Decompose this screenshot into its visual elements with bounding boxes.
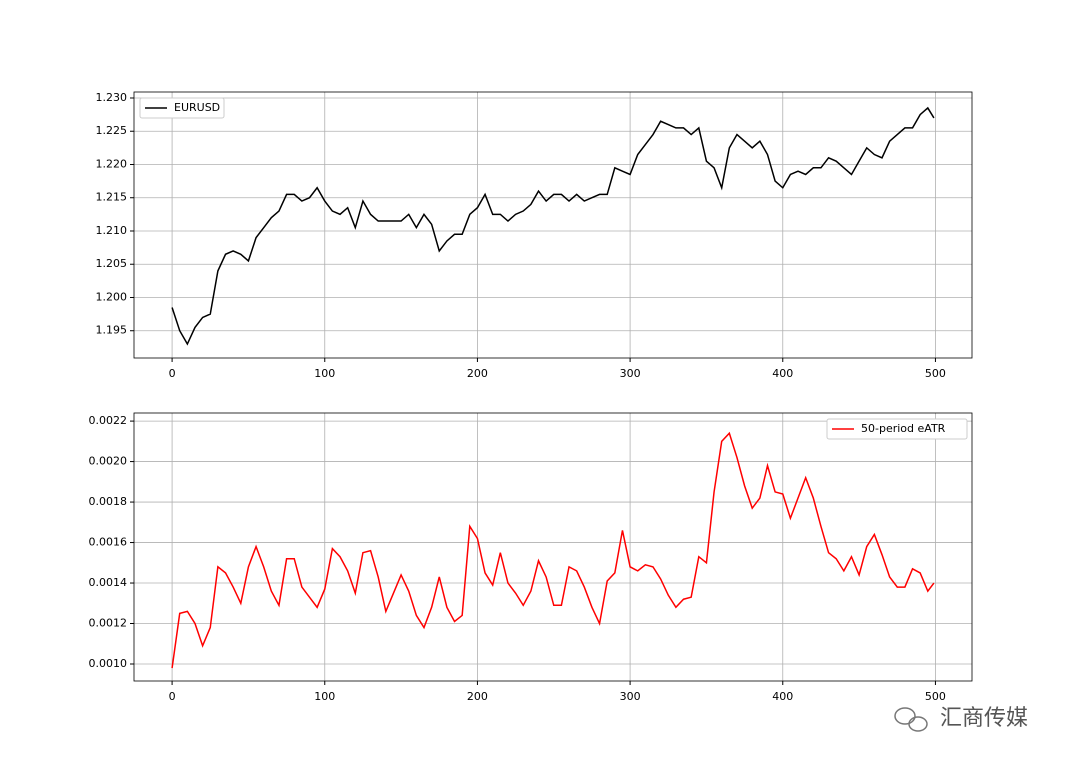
- legend-label: EURUSD: [174, 101, 220, 114]
- y-tick-label: 1.230: [96, 91, 128, 104]
- plot-frame: [133, 91, 973, 359]
- legend-box: [826, 418, 968, 440]
- x-tick-label: 400: [772, 367, 793, 380]
- y-tick-label: 1.225: [96, 124, 128, 137]
- x-tick-label: 300: [620, 367, 641, 380]
- x-tick-label: 200: [467, 690, 488, 703]
- y-tick-label: 0.0020: [89, 455, 128, 468]
- y-tick-label: 1.205: [96, 257, 128, 270]
- line-series: [171, 106, 935, 346]
- legend-label: 50-period eATR: [861, 422, 946, 435]
- x-tick-label: 0: [169, 367, 176, 380]
- line-series: [171, 431, 935, 669]
- y-tick-label: 1.195: [96, 324, 128, 337]
- x-tick-label: 300: [620, 690, 641, 703]
- legend-box: [139, 97, 225, 119]
- x-tick-label: 500: [925, 367, 946, 380]
- y-tick-label: 0.0010: [89, 657, 128, 670]
- y-tick-label: 1.215: [96, 191, 128, 204]
- y-tick-label: 0.0012: [89, 617, 128, 630]
- x-tick-label: 0: [169, 690, 176, 703]
- y-tick-label: 0.0016: [89, 536, 128, 549]
- y-tick-label: 0.0014: [89, 576, 128, 589]
- y-tick-label: 0.0022: [89, 414, 128, 427]
- x-tick-label: 500: [925, 690, 946, 703]
- x-tick-label: 200: [467, 367, 488, 380]
- x-tick-label: 100: [314, 690, 335, 703]
- y-tick-label: 1.200: [96, 290, 128, 303]
- watermark-icon: [894, 707, 928, 732]
- y-tick-label: 1.220: [96, 157, 128, 170]
- x-tick-label: 400: [772, 690, 793, 703]
- y-tick-label: 1.210: [96, 224, 128, 237]
- y-tick-label: 0.0018: [89, 495, 128, 508]
- plot-frame: [133, 412, 973, 682]
- x-tick-label: 100: [314, 367, 335, 380]
- watermark: 汇商传媒: [940, 706, 1028, 731]
